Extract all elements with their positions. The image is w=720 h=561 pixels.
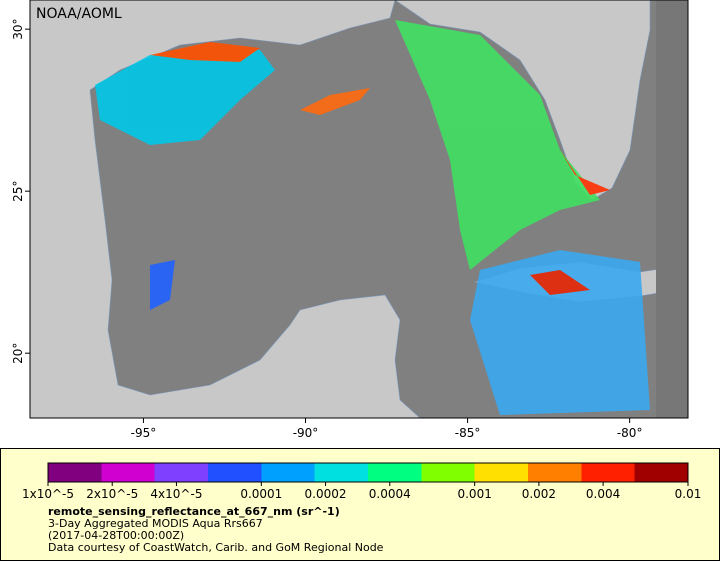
legend-description: 3-Day Aggregated MODIS Aqua Rrs667 (48, 517, 263, 530)
map-frame (29, 0, 689, 419)
colorbar (47, 462, 689, 483)
legend-credit: Data courtesy of CoastWatch, Carib. and … (48, 541, 384, 554)
colorbar-tick-label: 0.004 (586, 487, 620, 501)
colorbar-tick-label: 4x10^-5 (150, 487, 202, 501)
colorbar-tick-label: 1x10^-5 (22, 487, 74, 501)
y-tick-label: 20° (11, 343, 25, 364)
colorbar-tick-label: 0.0002 (305, 487, 347, 501)
colorbar-tick-label: 0.0004 (369, 487, 411, 501)
colorbar-tick-label: 0.001 (457, 487, 491, 501)
legend-time: (2017-04-28T00:00:00Z) (48, 529, 184, 542)
x-tick-label: -90° (293, 426, 319, 440)
x-tick-label: -85° (455, 426, 481, 440)
x-tick-label: -80° (617, 426, 643, 440)
y-tick-label: 25° (11, 181, 25, 202)
y-tick-label: 30° (11, 19, 25, 40)
x-tick-label: -95° (131, 426, 157, 440)
colorbar-tick-label: 0.0001 (240, 487, 282, 501)
colorbar-tick-label: 0.002 (522, 487, 556, 501)
colorbar-tick-label: 0.01 (675, 487, 702, 501)
reflectance-patches (95, 20, 650, 415)
legend-variable: remote_sensing_reflectance_at_667_nm (sr… (48, 505, 340, 518)
colorbar-tick-label: 2x10^-5 (86, 487, 138, 501)
map-credit: NOAA/AOML (36, 6, 122, 22)
